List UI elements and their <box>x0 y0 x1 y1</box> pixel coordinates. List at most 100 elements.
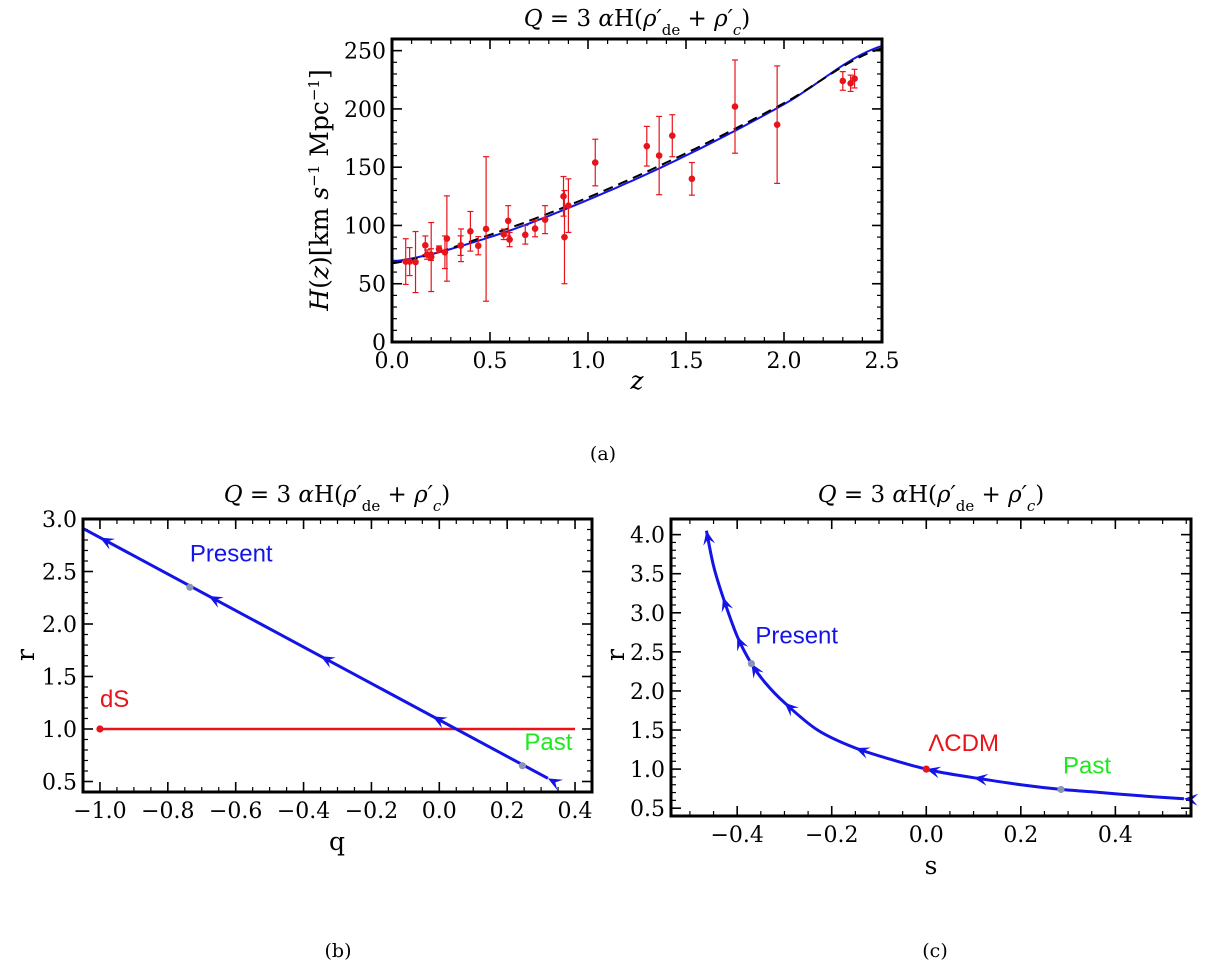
x-tick-label: 2.5 <box>865 349 900 374</box>
trajectory-line <box>82 527 549 780</box>
data-point <box>422 241 429 249</box>
trajectory-arrowhead <box>973 773 989 786</box>
point-marker <box>518 762 527 770</box>
y-axis-label: r <box>601 649 630 661</box>
x-tick-label: −0.2 <box>345 799 398 824</box>
data-point <box>565 202 572 209</box>
x-tick-label: −1.0 <box>73 799 126 824</box>
trajectory-arrowhead <box>547 778 564 791</box>
x-tick-label: 2.0 <box>767 349 802 374</box>
y-tick-label: 100 <box>344 214 386 239</box>
chart-title: Q = 3 αH(ρ′de + ρ′c) <box>224 482 451 515</box>
x-tick-label: 0.2 <box>490 799 525 824</box>
data-point <box>731 103 739 110</box>
data-point <box>847 79 854 87</box>
data-point <box>521 231 529 239</box>
point-label-past: Past <box>1063 752 1111 779</box>
y-tick-label: 250 <box>344 40 386 65</box>
trajectory-arrowhead <box>926 766 942 779</box>
point-label-ds: dS <box>100 686 129 713</box>
trajectory-curve <box>704 530 1185 801</box>
x-axis-label: z <box>629 366 644 395</box>
caption-b: (b) <box>325 940 352 962</box>
data-point <box>443 235 451 242</box>
chart-a-hz: Q = 3 αH(ρ′de + ρ′c) 0.0 0.5 1.0 1.5 2.0 2.5 0 5… <box>305 6 900 465</box>
trajectory-arrowhead <box>751 663 764 679</box>
y-tick-label: 2.5 <box>630 641 665 666</box>
model-curve-dashed <box>391 47 883 265</box>
x-tick-label: 0.5 <box>473 349 508 374</box>
data-point <box>561 233 568 241</box>
data-point <box>851 75 858 82</box>
data-point <box>655 152 663 159</box>
y-tick-label: 2.5 <box>42 561 77 586</box>
chart-c-sr: Q = 3 αH(ρ′de + ρ′c) −0.4 −0.2 0.0 0.2 0.4 0.5… <box>601 482 1199 962</box>
x-tick-label: 0.0 <box>375 349 410 374</box>
caption-c: (c) <box>922 940 947 962</box>
x-tick-label: 1.5 <box>669 349 704 374</box>
x-tick-label: −0.6 <box>209 799 262 824</box>
trajectory-arrowhead <box>784 702 799 717</box>
x-tick-label: 0.4 <box>558 799 593 824</box>
data-point <box>773 121 781 128</box>
data-point <box>412 258 419 266</box>
x-tick-label: −0.8 <box>141 799 194 824</box>
y-tick-label: 0.5 <box>630 797 665 822</box>
data-point <box>427 253 435 261</box>
x-tick-label: 0.2 <box>1003 823 1038 848</box>
x-tick-label: 1.0 <box>571 349 606 374</box>
point-marker <box>747 659 755 668</box>
data-point <box>531 225 539 232</box>
data-point <box>506 236 513 243</box>
y-tick-label: 3.0 <box>630 602 665 627</box>
point-label-past: Past <box>524 729 572 756</box>
x-tick-label: 0.0 <box>422 799 457 824</box>
data-point <box>643 142 651 150</box>
y-tick-label: 2.0 <box>42 613 77 638</box>
point-marker <box>186 583 194 591</box>
x-axis-label: s <box>925 851 938 880</box>
y-tick-label: 4.0 <box>630 524 665 549</box>
x-tick-label: 0.4 <box>1098 823 1133 848</box>
y-tick-label: 0.5 <box>42 771 77 796</box>
y-tick-label: 200 <box>344 98 386 123</box>
plot-frame <box>669 517 1193 818</box>
y-tick-label: 1.0 <box>630 758 665 783</box>
data-point <box>457 241 465 249</box>
point-label-present: Present <box>190 540 273 567</box>
y-tick-label: 0 <box>372 331 386 356</box>
point-label-lcdm: ΛCDM <box>928 730 999 757</box>
point-label-present: Present <box>755 623 838 650</box>
data-point <box>541 216 549 223</box>
chart-title: Q = 3 αH(ρ′de + ρ′c) <box>818 482 1045 515</box>
point-marker <box>96 725 104 733</box>
trajectory-arrowhead <box>320 656 336 669</box>
plot-frame <box>81 517 594 794</box>
y-tick-label: 3.5 <box>630 563 665 588</box>
y-axis-label: r <box>11 649 40 661</box>
caption-a: (a) <box>590 443 616 465</box>
trajectory-arrowhead <box>703 530 716 546</box>
trajectory-arrowhead <box>855 747 871 759</box>
x-tick-label: 0.0 <box>909 823 944 848</box>
data-point <box>591 159 599 166</box>
data-point <box>560 193 567 200</box>
y-axis-label: H(z)[km s−1 Mpc−1] <box>305 69 334 311</box>
y-tick-label: 1.0 <box>42 718 77 743</box>
data-point <box>467 227 474 235</box>
point-marker <box>1057 785 1065 794</box>
x-tick-label: −0.2 <box>805 823 858 848</box>
x-tick-label: −0.4 <box>277 799 330 824</box>
data-point <box>839 77 847 85</box>
trajectory-arrowhead <box>721 597 734 613</box>
data-point <box>482 225 490 233</box>
plot-frame <box>390 37 884 344</box>
y-tick-label: 150 <box>344 156 386 181</box>
chart-title: Q = 3 αH(ρ′de + ρ′c) <box>524 6 751 39</box>
x-axis-label: q <box>329 827 345 856</box>
data-point <box>435 245 443 253</box>
x-tick-label: −0.4 <box>710 823 763 848</box>
data-point <box>474 242 482 250</box>
y-tick-label: 1.5 <box>630 719 665 744</box>
